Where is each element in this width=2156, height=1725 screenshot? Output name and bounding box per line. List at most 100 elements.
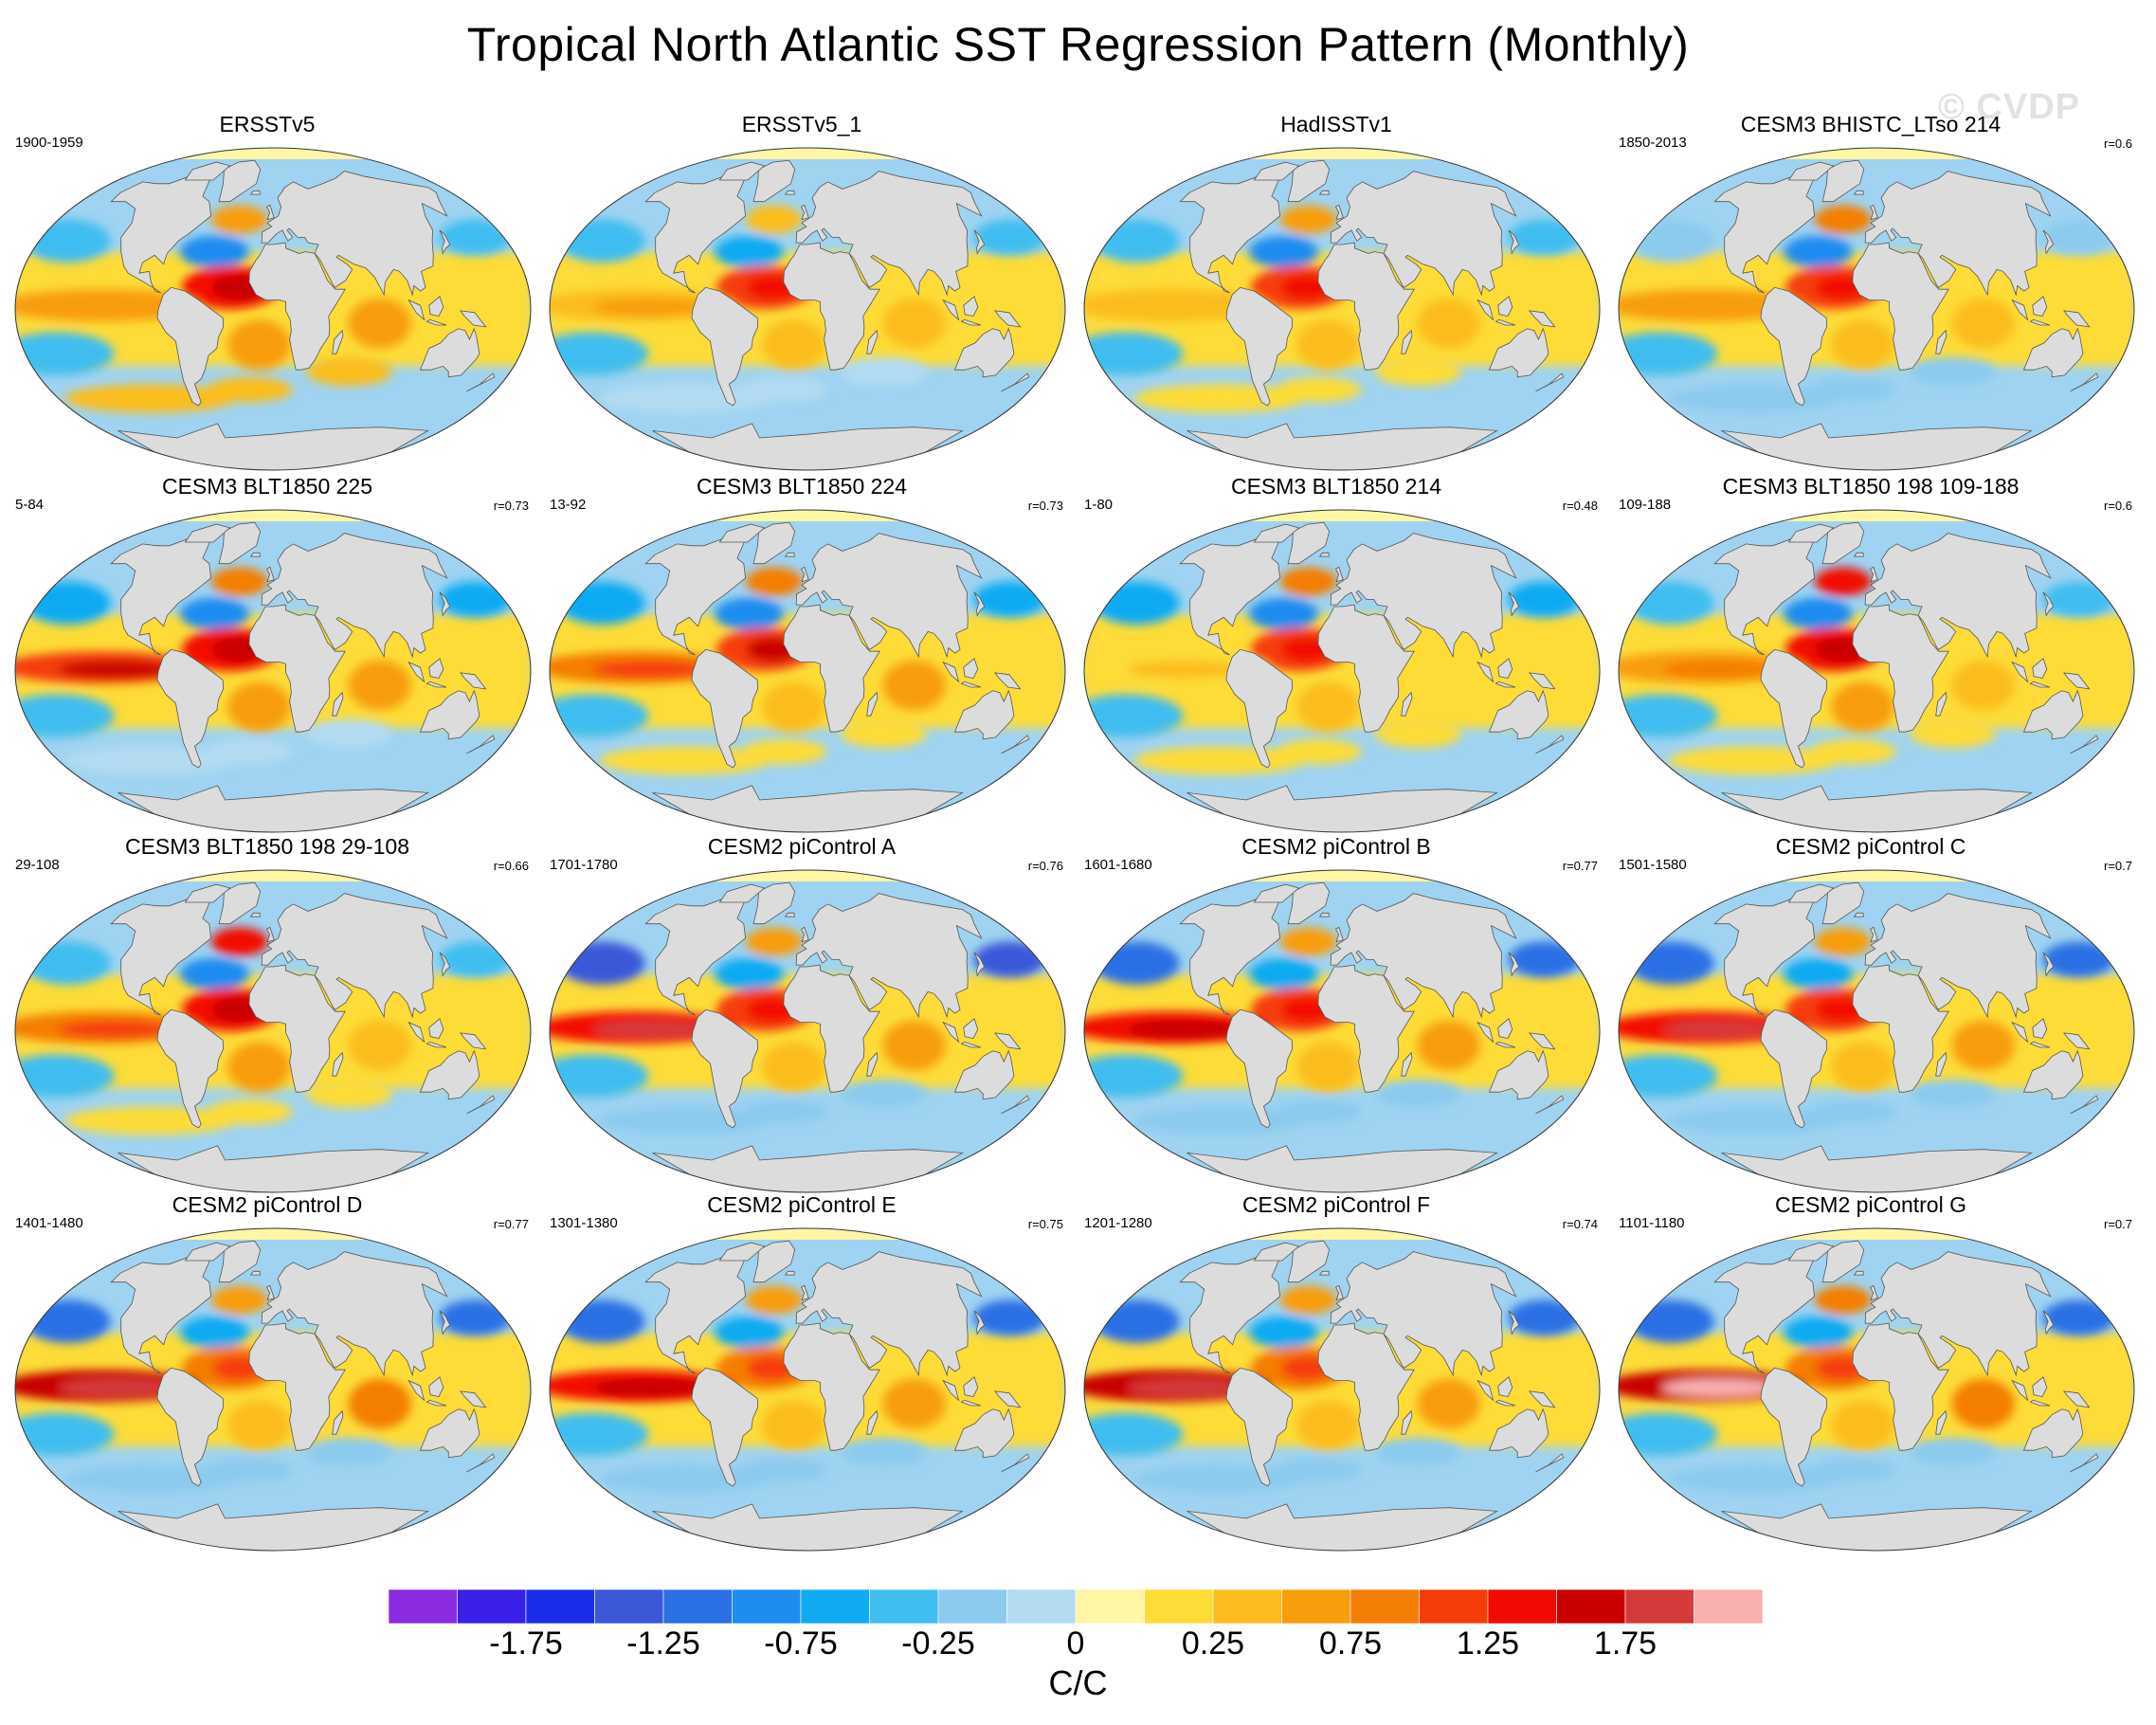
landmass-antarctica: [1721, 423, 2033, 470]
anomaly-nino-core: [58, 660, 173, 679]
regression-map: [14, 1227, 532, 1552]
colorbar-tick-label: -1.75: [489, 1625, 563, 1661]
map-border: [549, 147, 1066, 471]
panel-title: CESM2 piControl G: [1775, 1192, 1966, 1217]
anomaly-nino-core: [1127, 660, 1242, 679]
landmass-madagascar: [1401, 1409, 1413, 1435]
landmass-new-guinea: [994, 1032, 1022, 1050]
anomaly-nino-core: [1661, 298, 1777, 317]
landmass-uk: [800, 926, 809, 943]
map-border: [1083, 509, 1601, 833]
colorbar-tick-label: -0.25: [901, 1625, 975, 1661]
anomaly-natl-n: [1814, 1285, 1872, 1315]
anomaly-npac-w: [439, 581, 512, 618]
landmass-uk: [1869, 926, 1878, 943]
landmass-eurasia: [1330, 893, 1517, 1019]
landmass-new-zealand: [1001, 735, 1030, 754]
anomaly-satl: [227, 319, 291, 371]
anomaly-natl-n: [745, 1285, 803, 1315]
anomaly-satl: [1831, 319, 1894, 371]
landmass-madagascar: [1401, 691, 1413, 717]
landmass-borneo: [963, 1376, 979, 1398]
landmass-japan: [439, 229, 451, 255]
panel-pattern-correlation: r=0.6: [2104, 136, 2132, 151]
panel-period: 1-80: [1084, 497, 1114, 513]
anomaly-npac-w: [973, 941, 1046, 978]
landmass-south-america: [1225, 286, 1294, 407]
map-panel: CESM2 piControl A 1701-1780 r=0.76: [536, 834, 1067, 1213]
anomaly-so-pac: [64, 1106, 237, 1135]
anomaly-satl: [1296, 319, 1360, 371]
landmass-japan: [973, 591, 986, 617]
regression-map: [549, 869, 1066, 1193]
landmass-borneo: [2032, 296, 2048, 318]
anomaly-natl-mid: [180, 957, 249, 990]
panel-title: CESM2 piControl D: [172, 1192, 363, 1217]
landmass-new-zealand: [2070, 372, 2099, 392]
panel-pattern-correlation: r=0.75: [1027, 1217, 1063, 1231]
landmass-antarctica: [118, 1145, 429, 1192]
anomaly-io-band: [882, 660, 946, 711]
landmass-madagascar: [866, 1409, 879, 1435]
landmass-japan: [2042, 952, 2055, 977]
landmass-indonesia-b: [2029, 1399, 2051, 1407]
anomaly-nino-core: [1127, 1020, 1242, 1039]
landmass-madagascar: [332, 329, 344, 354]
anomaly-satl: [1296, 1400, 1360, 1451]
landmass-africa: [1317, 604, 1415, 733]
landmass-new-guinea: [1529, 310, 1556, 328]
anomaly-natl-n: [1279, 567, 1337, 596]
panel-period: 1101-1180: [1619, 1215, 1685, 1231]
anomaly-satl: [762, 1042, 825, 1093]
anomaly-satl: [227, 1042, 291, 1093]
anomaly-io-sub: [841, 1080, 927, 1109]
panel-title: CESM2 piControl C: [1775, 834, 1966, 859]
map-panel: CESM2 piControl B 1601-1680 r=0.77: [1071, 834, 1602, 1213]
colorbar-swatch: [1075, 1589, 1145, 1625]
anomaly-satl: [227, 681, 291, 733]
landmass-south-america: [691, 1367, 759, 1487]
landmass-uk: [1334, 204, 1344, 221]
landmass-new-guinea: [1529, 1390, 1556, 1408]
regression-map: [549, 1227, 1066, 1552]
landmass-australia: [419, 1049, 480, 1100]
panel-period: 1301-1380: [550, 1215, 618, 1231]
landmass-uk: [265, 566, 275, 583]
landmass-africa: [783, 242, 880, 371]
landmass-uk: [1334, 566, 1344, 583]
landmass-borneo: [428, 1376, 444, 1398]
landmass-uk: [265, 926, 275, 943]
anomaly-nino-core: [58, 298, 173, 317]
anomaly-so-pac: [599, 1464, 771, 1494]
anomaly-natl-mid: [1249, 1316, 1318, 1349]
landmass-greenland: [1287, 521, 1331, 565]
anomaly-io-band: [348, 660, 411, 711]
landmass-uk: [800, 566, 809, 583]
landmass-antarctica: [652, 785, 964, 832]
landmass-uk: [1334, 1284, 1344, 1301]
panel-title: CESM2 piControl F: [1241, 1192, 1431, 1217]
landmass-indonesia-b: [426, 681, 447, 688]
anomaly-natl-mid: [1249, 235, 1318, 268]
landmass-greenland: [752, 881, 796, 925]
panel-title: CESM3 BLT1850 224: [696, 474, 908, 499]
landmass-eurasia: [1864, 171, 2052, 297]
anomaly-nino-core: [1661, 1378, 1777, 1397]
colorbar-swatch: [869, 1589, 939, 1625]
landmass-borneo: [2032, 1376, 2048, 1398]
map-panel: ERSSTv5 1900-1959: [2, 112, 533, 491]
map-panel: CESM3 BHISTC_LTso 214 1850-2013 r=0.6: [1605, 112, 2136, 491]
landmass-new-zealand: [1535, 372, 1565, 392]
panel-period: 1201-1280: [1084, 1215, 1152, 1231]
anomaly-npac-horse: [559, 219, 645, 263]
landmass-eurasia: [1330, 1251, 1517, 1377]
landmass-iceland: [1853, 1270, 1864, 1276]
landmass-indonesia-a: [2011, 661, 2029, 683]
landmass-japan: [439, 1310, 451, 1335]
landmass-antarctica: [1187, 423, 1498, 470]
landmass-iceland: [1853, 912, 1864, 917]
anomaly-npac-w: [439, 219, 512, 256]
anomaly-io-sub: [1910, 357, 1996, 387]
colorbar-units-label: C/C: [1048, 1663, 1108, 1702]
landmass-japan: [1508, 591, 1520, 617]
